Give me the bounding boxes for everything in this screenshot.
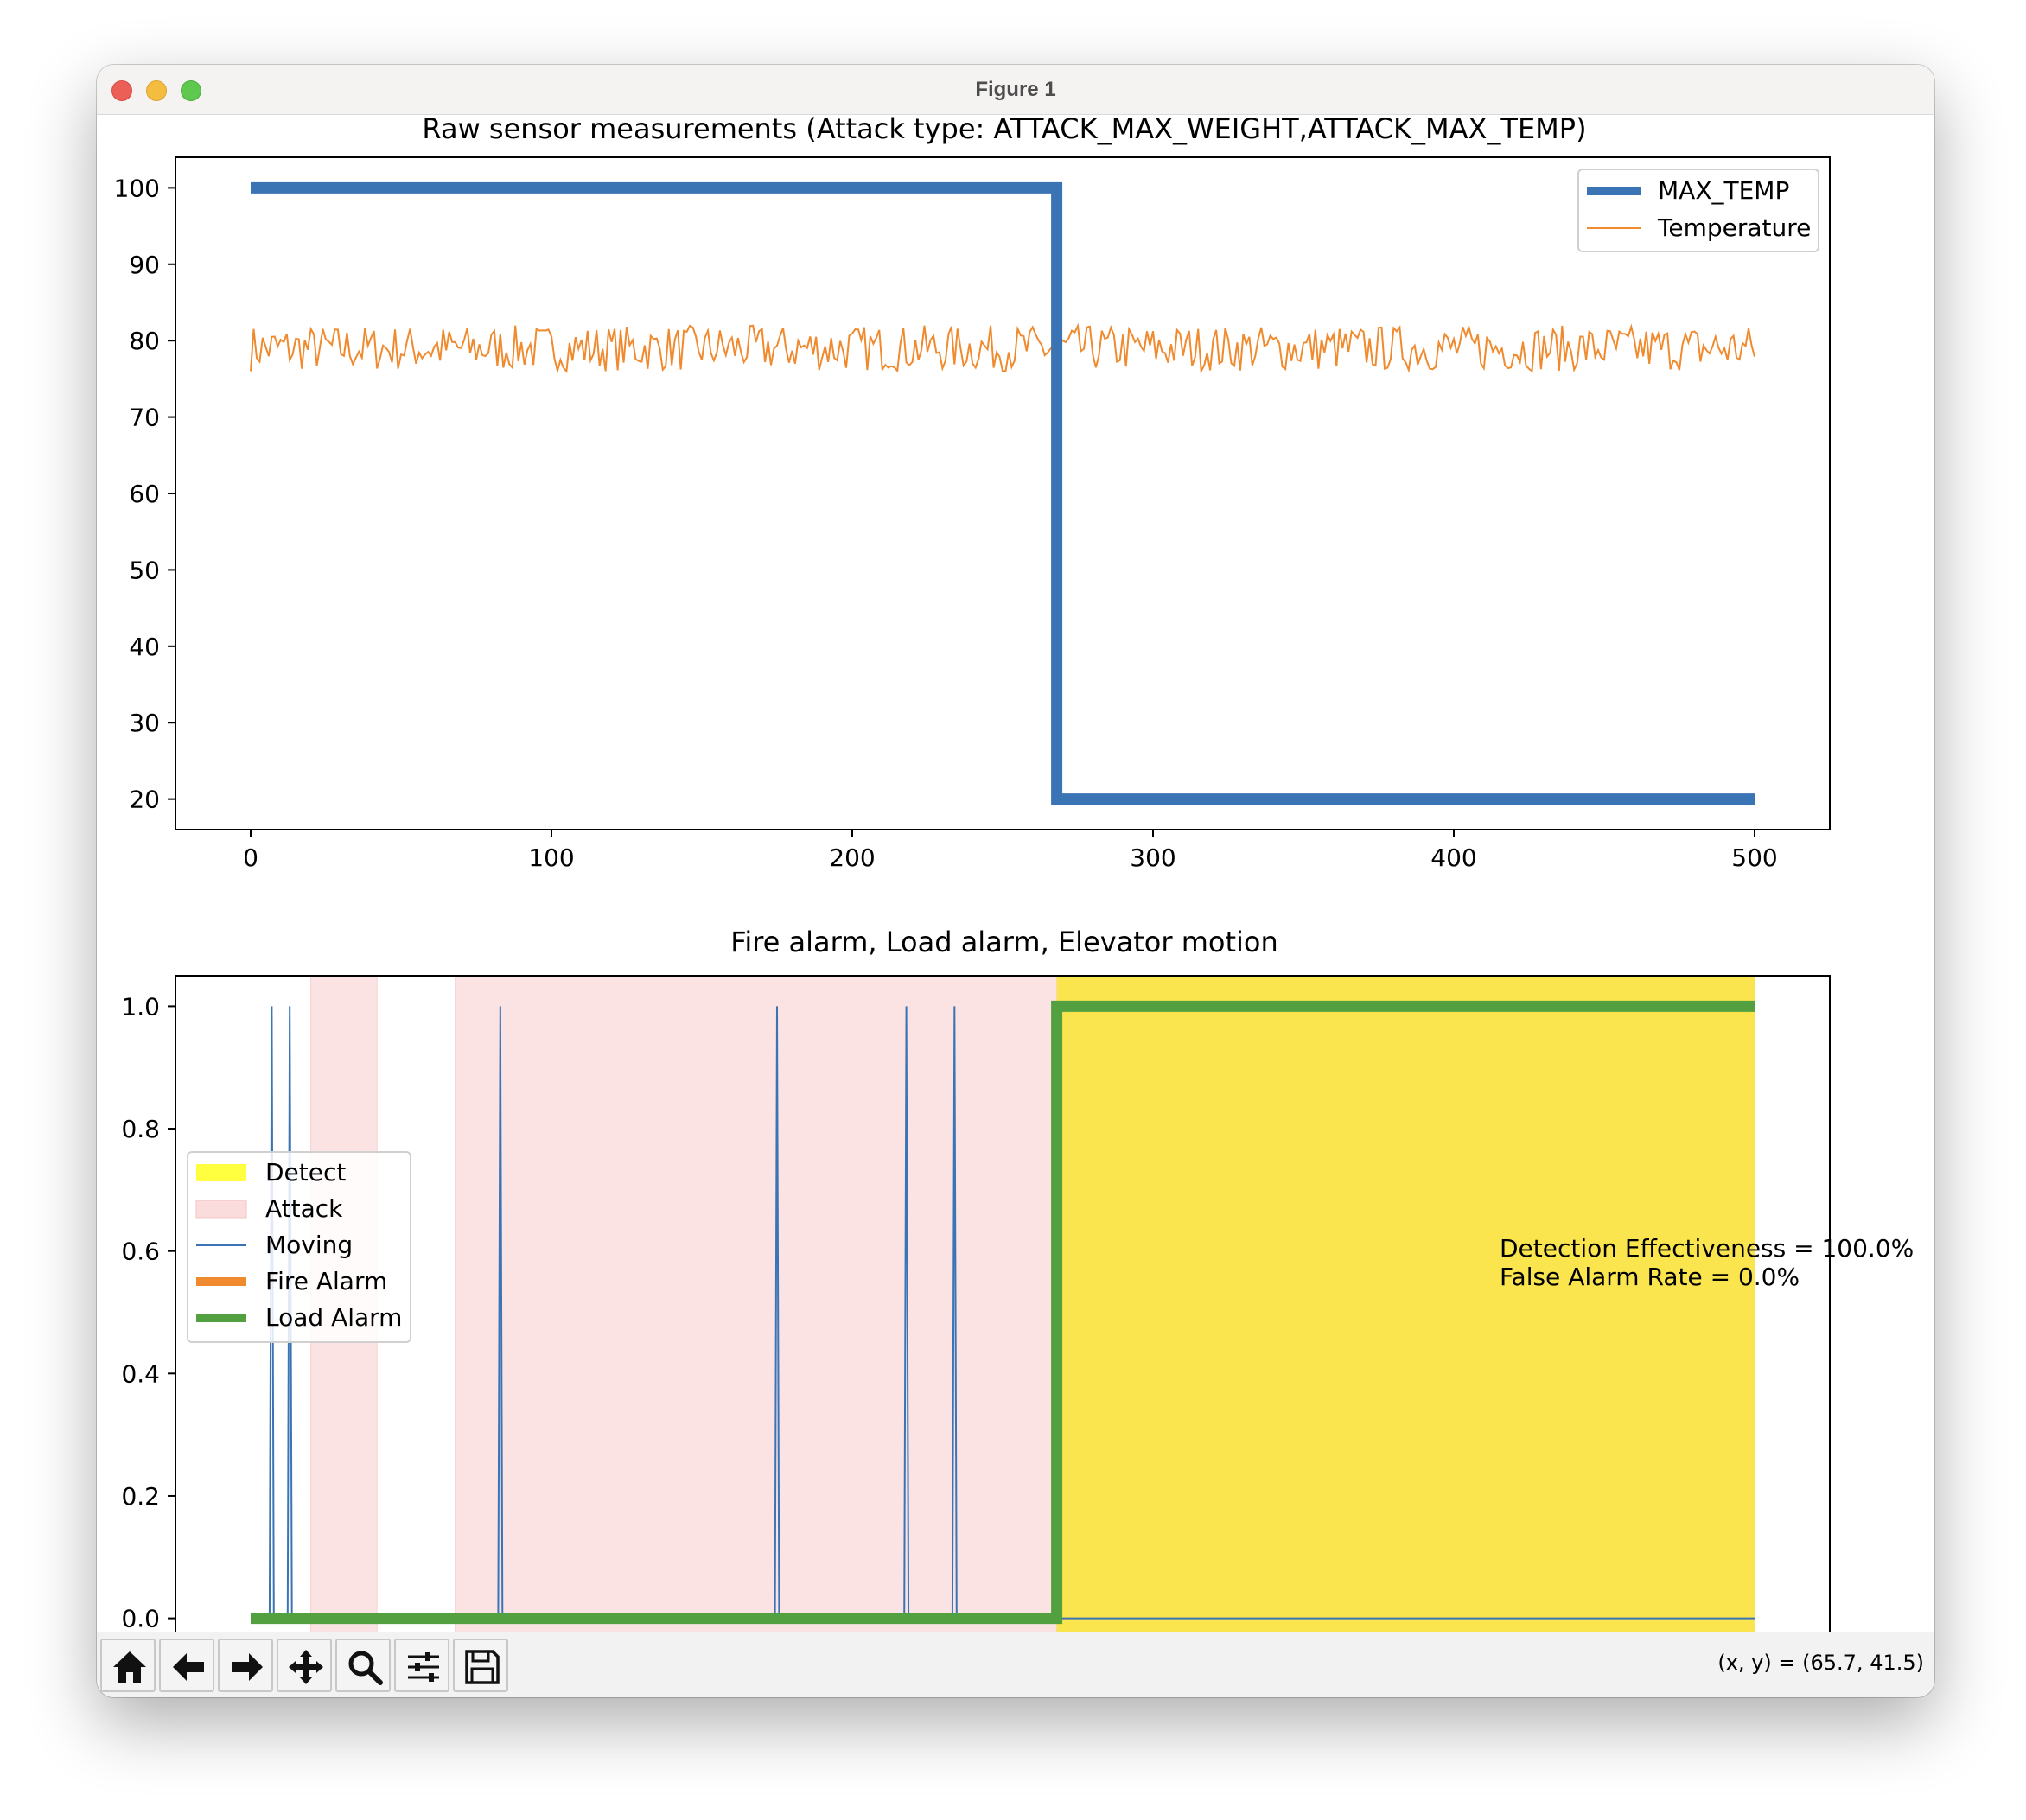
legend-swatch-attack xyxy=(195,1200,247,1219)
home-icon xyxy=(113,1651,146,1683)
series-temperature-line xyxy=(250,322,1755,375)
save-figure-button[interactable] xyxy=(453,1639,508,1692)
region-attack xyxy=(455,975,1058,1632)
top-x-tick-label: 500 xyxy=(1731,843,1777,872)
annotation-false-alarm-rate: False Alarm Rate = 0.0% xyxy=(1500,1263,1800,1291)
annotation-detection-effectiveness: Detection Effectiveness = 100.0% xyxy=(1500,1234,1914,1263)
legend-label-max-temp: MAX_TEMP xyxy=(1658,176,1789,205)
series-load-alarm-line xyxy=(251,1000,1755,1625)
series-max-temp-line xyxy=(251,181,1755,805)
configure-subplots-button[interactable] xyxy=(394,1639,449,1692)
forward-tool-button[interactable] xyxy=(218,1639,273,1692)
bottom-y-tick-label: 0.8 xyxy=(121,1115,160,1143)
maximize-window-button[interactable] xyxy=(181,80,201,101)
navigation-toolbar: (x, y) = (65.7, 41.5) xyxy=(97,1632,1934,1697)
top-x-tick-label: 400 xyxy=(1430,843,1476,872)
move-icon xyxy=(289,1650,323,1684)
top-plot-area xyxy=(250,181,1755,805)
bottom-regions xyxy=(310,975,1755,1632)
minimize-window-button[interactable] xyxy=(146,80,167,101)
top-x-ticks: 0 100 200 300 400 500 xyxy=(243,830,1778,872)
top-y-tick-label: 70 xyxy=(129,404,160,432)
top-y-tick-label: 80 xyxy=(129,327,160,355)
window-title: Figure 1 xyxy=(975,78,1056,101)
top-y-tick-label: 20 xyxy=(129,786,160,814)
arrow-left-icon xyxy=(173,1653,204,1681)
bottom-y-tick-label: 0.0 xyxy=(121,1605,160,1632)
floppy-icon xyxy=(465,1650,500,1684)
back-tool-button[interactable] xyxy=(159,1639,214,1692)
top-y-ticks: 20 30 40 50 60 70 80 90 100 xyxy=(114,174,175,814)
top-x-tick-label: 100 xyxy=(528,843,574,872)
figure-window: Figure 1 Raw sensor measurements (Attack… xyxy=(97,65,1934,1697)
bottom-axes-frame xyxy=(175,975,1831,1632)
cursor-coordinates: (x, y) = (65.7, 41.5) xyxy=(1717,1651,1924,1675)
top-chart: Raw sensor measurements (Attack type: AT… xyxy=(114,115,1831,872)
top-y-tick-label: 100 xyxy=(114,174,160,202)
title-bar: Figure 1 xyxy=(97,65,1934,115)
top-y-tick-label: 40 xyxy=(129,633,160,661)
bottom-legend-box xyxy=(187,1151,411,1343)
bottom-y-tick-label: 0.6 xyxy=(121,1238,160,1266)
legend-label-temperature: Temperature xyxy=(1657,213,1811,242)
magnifier-icon xyxy=(348,1651,383,1685)
figure-canvas[interactable]: Raw sensor measurements (Attack type: AT… xyxy=(97,115,1934,1632)
top-x-tick-label: 200 xyxy=(829,843,875,872)
top-chart-title: Raw sensor measurements (Attack type: AT… xyxy=(422,115,1586,145)
top-x-tick-label: 300 xyxy=(1130,843,1175,872)
bottom-y-tick-label: 0.2 xyxy=(121,1482,160,1511)
zoom-tool-button[interactable] xyxy=(335,1639,391,1692)
legend-label-moving: Moving xyxy=(265,1231,353,1259)
region-detect xyxy=(1056,976,1755,1632)
legend-swatch-detect xyxy=(196,1164,246,1181)
bottom-chart-title: Fire alarm, Load alarm, Elevator motion xyxy=(730,926,1278,958)
legend-label-detect: Detect xyxy=(265,1158,346,1187)
top-x-tick-label: 0 xyxy=(243,843,258,872)
arrow-right-icon xyxy=(232,1653,263,1681)
bottom-y-tick-label: 0.4 xyxy=(121,1359,160,1388)
top-axes-frame xyxy=(175,156,1831,830)
home-tool-button[interactable] xyxy=(100,1639,156,1692)
top-y-tick-label: 30 xyxy=(129,709,160,737)
bottom-plot-area xyxy=(251,1000,1755,1625)
bottom-chart: Fire alarm, Load alarm, Elevator motion … xyxy=(121,926,1914,1632)
legend-label-fire-alarm: Fire Alarm xyxy=(265,1267,387,1295)
bottom-legend: Detect Attack Moving Fire Alarm Load Ala… xyxy=(187,1151,411,1343)
legend-label-attack: Attack xyxy=(265,1194,343,1223)
close-window-button[interactable] xyxy=(111,80,132,101)
bottom-y-ticks: 0.0 0.2 0.4 0.6 0.8 1.0 xyxy=(121,992,175,1632)
legend-label-load-alarm: Load Alarm xyxy=(265,1303,402,1332)
top-y-tick-label: 50 xyxy=(129,556,160,584)
bottom-y-tick-label: 1.0 xyxy=(121,992,160,1021)
top-legend: MAX_TEMP Temperature xyxy=(1577,169,1819,252)
pan-tool-button[interactable] xyxy=(277,1639,332,1692)
top-y-tick-label: 60 xyxy=(129,480,160,508)
sliders-icon xyxy=(408,1652,439,1682)
top-y-tick-label: 90 xyxy=(129,251,160,279)
